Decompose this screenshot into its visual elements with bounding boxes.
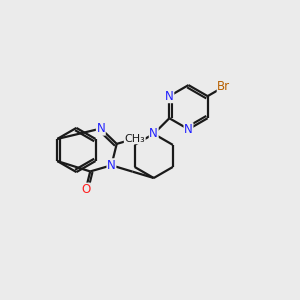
Text: N: N [165, 90, 174, 103]
Text: Br: Br [217, 80, 230, 93]
Text: CH₃: CH₃ [124, 134, 145, 144]
Text: N: N [149, 127, 158, 140]
Text: N: N [107, 159, 116, 172]
Text: N: N [184, 123, 193, 136]
Text: O: O [81, 183, 90, 196]
Text: N: N [96, 122, 105, 135]
